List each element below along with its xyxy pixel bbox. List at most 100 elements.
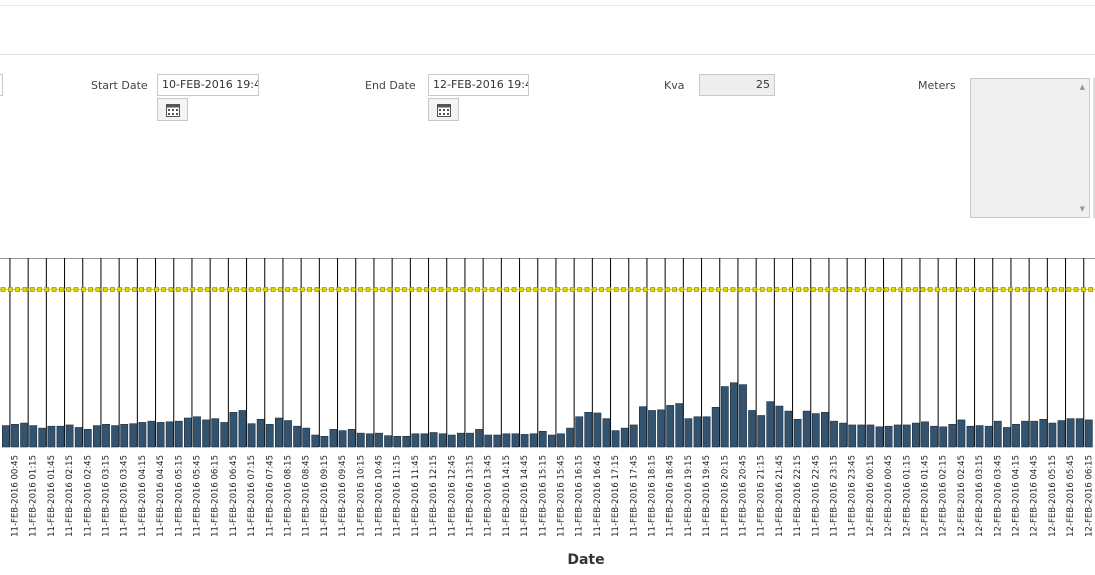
start-date-input[interactable]: 10-FEB-2016 19:44 bbox=[157, 74, 259, 96]
x-tick-label: 11-FEB-2016 22:15 bbox=[793, 455, 803, 537]
threshold-marker bbox=[299, 287, 305, 292]
bar bbox=[793, 418, 802, 448]
bar bbox=[174, 420, 183, 448]
bar bbox=[338, 430, 347, 448]
threshold-marker bbox=[117, 287, 123, 292]
x-tick-label: 12-FEB-2016 05:15 bbox=[1048, 455, 1058, 537]
threshold-marker bbox=[227, 287, 232, 292]
bar bbox=[811, 413, 820, 448]
x-tick-label: 11-FEB-2016 23:45 bbox=[848, 455, 858, 537]
bar bbox=[657, 409, 665, 448]
x-tick-label: 11-FEB-2016 05:45 bbox=[193, 455, 203, 537]
bar bbox=[83, 429, 92, 448]
bar bbox=[921, 421, 929, 448]
x-tick-label: 11-FEB-2016 11:15 bbox=[393, 455, 403, 537]
threshold-marker bbox=[1081, 287, 1086, 292]
threshold-marker bbox=[650, 287, 656, 292]
threshold-marker bbox=[796, 287, 802, 292]
threshold-marker bbox=[621, 287, 626, 292]
bar bbox=[247, 423, 256, 448]
threshold-marker bbox=[219, 287, 225, 292]
x-tick-label: 11-FEB-2016 10:45 bbox=[375, 455, 385, 537]
threshold-marker bbox=[701, 287, 707, 292]
bar bbox=[547, 434, 556, 448]
end-date-calendar-button[interactable] bbox=[428, 98, 459, 121]
threshold-marker bbox=[825, 287, 831, 292]
threshold-marker bbox=[424, 287, 429, 292]
threshold-marker bbox=[497, 287, 502, 292]
threshold-marker bbox=[168, 287, 174, 292]
bar bbox=[402, 435, 411, 448]
meters-listbox[interactable]: ▲ ▼ bbox=[970, 78, 1090, 218]
bar bbox=[948, 424, 957, 448]
threshold-marker bbox=[409, 287, 415, 292]
start-date-calendar-button[interactable] bbox=[157, 98, 188, 121]
bar bbox=[1002, 427, 1011, 448]
threshold-marker bbox=[1051, 287, 1057, 292]
threshold-marker bbox=[1044, 287, 1050, 292]
threshold-marker bbox=[336, 287, 342, 292]
threshold-marker bbox=[716, 287, 721, 292]
x-tick-label: 11-FEB-2016 14:15 bbox=[502, 455, 512, 537]
bar bbox=[684, 418, 693, 448]
bar bbox=[966, 425, 975, 448]
bar bbox=[347, 429, 356, 448]
threshold-marker bbox=[643, 287, 648, 292]
start-date-label: Start Date bbox=[91, 79, 148, 92]
bar bbox=[820, 412, 829, 448]
bar bbox=[356, 432, 365, 448]
kva-input[interactable]: 25 bbox=[699, 74, 775, 96]
threshold-marker bbox=[540, 287, 546, 292]
bar bbox=[875, 426, 884, 448]
threshold-marker bbox=[840, 287, 845, 292]
x-axis-title: Date bbox=[567, 552, 604, 568]
bar bbox=[830, 420, 838, 448]
threshold-marker bbox=[694, 287, 699, 292]
x-tick-label: 12-FEB-2016 05:45 bbox=[1066, 455, 1076, 537]
threshold-marker bbox=[29, 287, 35, 292]
threshold-marker bbox=[183, 287, 188, 292]
threshold-marker bbox=[555, 287, 561, 292]
x-tick-label: 11-FEB-2016 08:15 bbox=[284, 455, 294, 537]
x-tick-label: 11-FEB-2016 05:15 bbox=[174, 455, 184, 537]
threshold-marker bbox=[913, 287, 918, 292]
x-tick-label: 11-FEB-2016 20:15 bbox=[720, 455, 730, 537]
bar bbox=[384, 435, 392, 448]
bar bbox=[930, 425, 938, 448]
threshold-marker bbox=[0, 287, 6, 292]
calendar-icon bbox=[166, 104, 180, 117]
scroll-down[interactable]: ▼ bbox=[1079, 205, 1085, 213]
bar bbox=[1075, 418, 1084, 448]
bar bbox=[56, 425, 65, 448]
bar bbox=[138, 422, 147, 448]
threshold-marker bbox=[774, 287, 780, 292]
x-tick-label: 12-FEB-2016 00:45 bbox=[884, 455, 894, 537]
threshold-marker bbox=[942, 287, 948, 292]
partial-input[interactable] bbox=[0, 74, 3, 96]
bar bbox=[429, 432, 438, 448]
threshold-marker bbox=[489, 287, 495, 292]
bar bbox=[884, 425, 893, 448]
bar bbox=[520, 434, 529, 448]
x-tick-label: 11-FEB-2016 01:45 bbox=[47, 455, 57, 537]
bar bbox=[629, 424, 638, 448]
bar bbox=[939, 426, 948, 448]
bar bbox=[302, 427, 311, 448]
bar bbox=[893, 424, 902, 448]
threshold-marker bbox=[212, 287, 217, 292]
threshold-marker bbox=[248, 287, 254, 292]
bar bbox=[538, 430, 547, 448]
threshold-marker bbox=[102, 287, 108, 292]
threshold-marker bbox=[175, 287, 181, 292]
scroll-up[interactable]: ▲ bbox=[1079, 83, 1085, 91]
x-tick-label: 11-FEB-2016 06:15 bbox=[211, 455, 221, 537]
x-tick-label: 11-FEB-2016 04:45 bbox=[156, 455, 166, 537]
threshold-marker bbox=[88, 287, 93, 292]
bar bbox=[529, 433, 538, 448]
threshold-marker bbox=[467, 287, 473, 292]
end-date-input[interactable]: 12-FEB-2016 19:44 bbox=[428, 74, 529, 96]
threshold-marker bbox=[927, 287, 933, 292]
x-tick-label: 11-FEB-2016 13:15 bbox=[466, 455, 476, 537]
x-tick-label: 12-FEB-2016 03:45 bbox=[993, 455, 1003, 537]
